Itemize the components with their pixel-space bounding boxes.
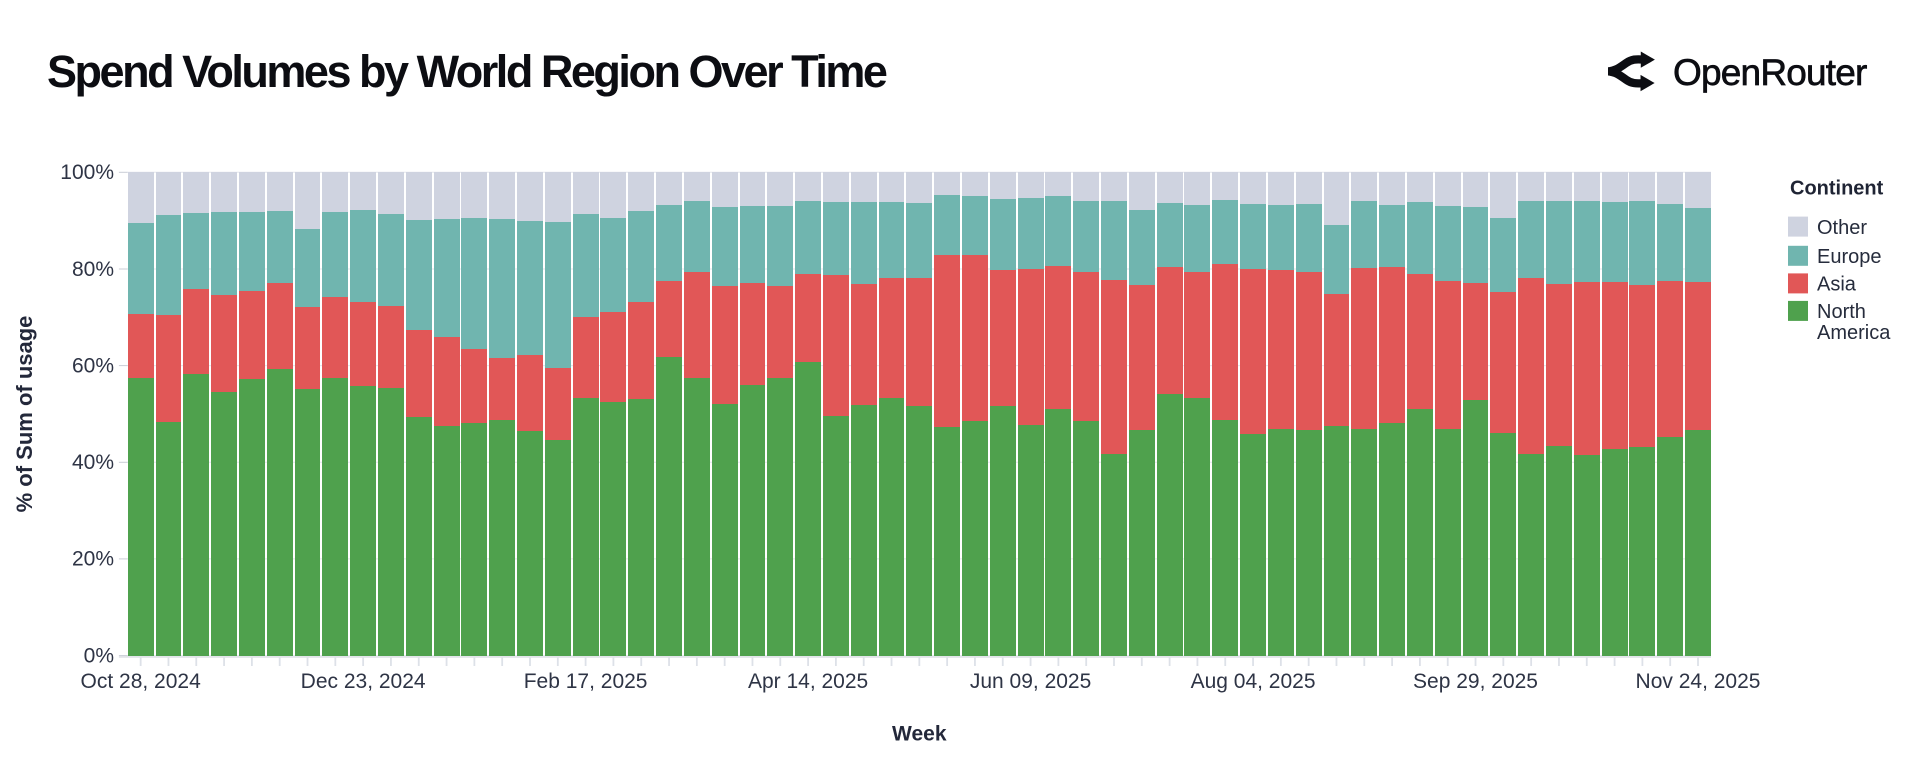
svg-text:% of Sum of usage: % of Sum of usage — [12, 316, 37, 513]
svg-text:40%: 40% — [72, 451, 114, 474]
svg-text:Week: Week — [892, 723, 947, 746]
svg-text:Europe: Europe — [1817, 246, 1882, 268]
svg-text:Dec 23, 2024: Dec 23, 2024 — [301, 670, 426, 693]
svg-text:Sep 29, 2025: Sep 29, 2025 — [1413, 670, 1538, 693]
svg-text:America: America — [1817, 322, 1891, 344]
svg-text:Nov 24, 2025: Nov 24, 2025 — [1636, 670, 1761, 693]
svg-text:100%: 100% — [60, 161, 114, 184]
svg-text:20%: 20% — [72, 548, 114, 571]
svg-text:Aug 04, 2025: Aug 04, 2025 — [1191, 670, 1316, 693]
svg-text:0%: 0% — [84, 644, 114, 667]
svg-text:Continent: Continent — [1790, 177, 1884, 199]
svg-text:Other: Other — [1817, 217, 1867, 239]
svg-text:Feb 17, 2025: Feb 17, 2025 — [524, 670, 648, 693]
svg-text:Asia: Asia — [1817, 274, 1857, 296]
svg-text:Oct 28, 2024: Oct 28, 2024 — [81, 670, 202, 693]
svg-text:OpenRouter: OpenRouter — [1673, 52, 1867, 93]
svg-text:80%: 80% — [72, 258, 114, 281]
svg-text:North: North — [1817, 301, 1866, 323]
svg-text:60%: 60% — [72, 354, 114, 377]
svg-text:Jun 09, 2025: Jun 09, 2025 — [970, 670, 1091, 693]
svg-text:Spend Volumes by World Region: Spend Volumes by World Region Over Time — [47, 46, 887, 97]
svg-text:Apr 14, 2025: Apr 14, 2025 — [748, 670, 868, 693]
